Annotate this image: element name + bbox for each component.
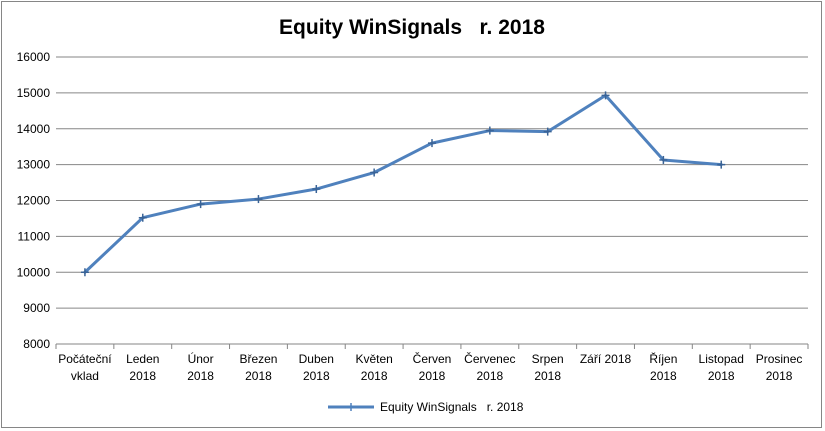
x-tick-label-line: Květen [355,352,392,366]
x-tick-label-line: Srpen [532,352,564,366]
data-point [659,155,668,164]
legend: Equity WinSignals r. 2018 [328,400,524,414]
x-tick-label-line: Říjen [649,351,677,366]
y-tick-label: 8000 [23,337,50,351]
x-tick-label-line: 2018 [245,369,272,383]
x-tick-label-line: 2018 [187,369,214,383]
data-point [80,268,89,277]
x-tick-label-line: 2018 [708,369,735,383]
x-tick-label: Leden 2018 [126,352,159,383]
x-tick-label-line: 2018 [129,369,156,383]
x-tick-label-line: Leden [126,352,159,366]
x-tick-label: Červen 2018 [413,351,452,383]
y-tick-label: 14000 [17,122,51,136]
x-tick-label: Červenec 2018 [464,351,515,383]
y-tick-label: 11000 [18,229,51,243]
data-point [543,127,552,136]
data-point [428,139,436,148]
x-tick-label-line: Září 2018 [580,352,632,366]
y-tick-label: 9000 [23,301,50,315]
x-tick-label-line: Březen [239,352,277,366]
data-point [485,126,494,135]
x-tick-label-line: Prosinec [756,352,803,366]
x-tick-label-line: 2018 [361,369,388,383]
x-tick-label-line: 2018 [766,369,793,383]
x-tick-label-line: 2018 [476,369,503,383]
legend-label: Equity WinSignals r. 2018 [380,400,524,414]
x-tick-label-line: 2018 [534,369,561,383]
y-tick-label: 12000 [17,194,51,208]
y-tick-label: 15000 [17,86,51,100]
x-axis [55,343,809,349]
data-point [717,160,726,169]
gridlines [56,56,808,345]
x-tick-label-line: Duben [299,352,334,366]
data-point [370,168,379,177]
x-tick-label: Srpen 2018 [532,352,564,383]
x-tick-label: Březen 2018 [239,352,277,383]
data-point [254,195,263,204]
series-group [80,91,726,277]
x-tick-label-line: Červenec [464,351,515,366]
x-tick-label-line: Počáteční [58,352,112,366]
x-tick-label-line: 2018 [650,369,677,383]
x-tick-label-line: Červen [413,351,452,366]
data-point [196,200,205,209]
y-tick-label: 10000 [17,265,51,279]
x-tick-label: Říjen 2018 [649,351,677,383]
x-tick-label: Duben 2018 [299,352,334,383]
x-tick-label-line: Únor [188,351,214,366]
data-point [601,91,610,100]
x-tick-label-line: 2018 [419,369,446,383]
x-tick-label: Květen 2018 [355,352,392,383]
data-point [138,213,147,222]
x-tick-label-line: vklad [71,369,99,383]
chart-title: Equity WinSignals r. 2018 [279,16,545,39]
x-tick-label: Listopad 2018 [699,352,744,383]
x-tick-label-line: Listopad [699,352,744,366]
y-axis-ticks: 8000 9000 10000 11000 12000 13000 14000 15000 16… [17,50,51,351]
data-point [312,185,321,194]
y-tick-label: 16000 [17,50,51,64]
x-tick-label: Září 2018 [580,352,632,366]
x-tick-label: Prosinec 2018 [756,352,803,383]
series-line [83,93,723,274]
x-tick-label: Únor 2018 [187,351,214,383]
x-axis-ticks: Počáteční vklad Leden 2018 Únor 2018 Březen 201… [58,351,802,383]
x-tick-label: Počáteční vklad [58,352,112,383]
x-tick-label-line: 2018 [303,369,330,383]
y-tick-label: 13000 [17,158,51,172]
